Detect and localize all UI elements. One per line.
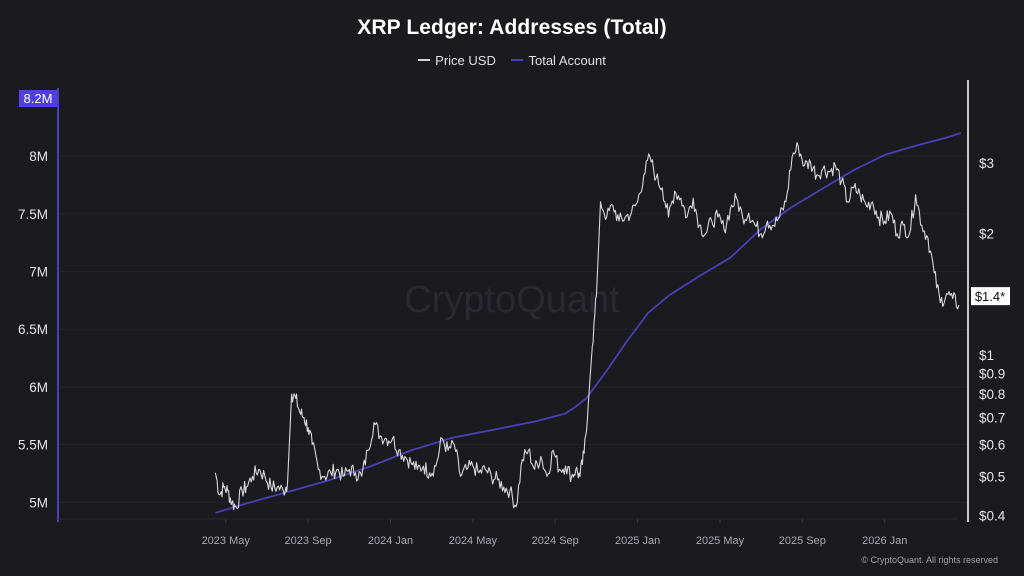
right-tick-label: $2 (979, 227, 994, 242)
right-tick-label: $0.7 (979, 410, 1005, 425)
watermark: CryptoQuant (404, 279, 620, 321)
x-tick-label: 2025 Jan (615, 535, 660, 547)
x-tick-label: 2025 May (696, 535, 745, 547)
x-axis-ticks: 2023 May 2023 Sep 2024 Jan 2024 May 2024 Sep… (202, 519, 907, 547)
left-tick-label: 7.5M (18, 207, 48, 222)
left-tick-label: 5M (29, 495, 48, 510)
copyright: © CryptoQuant. All rights reserved (861, 555, 998, 565)
x-tick-label: 2024 May (449, 535, 498, 547)
series-total-account (215, 132, 962, 514)
x-tick-label: 2024 Jan (368, 535, 413, 547)
axes (57, 80, 969, 522)
right-tick-label: $0.5 (979, 469, 1005, 484)
left-tick-label: 6.5M (18, 322, 48, 337)
legend-item-total-account[interactable]: Total Account (511, 52, 606, 68)
left-tick-label: 5.5M (18, 438, 48, 453)
legend-swatch-price (418, 59, 431, 61)
right-tick-label: $0.6 (979, 437, 1005, 452)
left-tick-label: 6M (29, 380, 48, 395)
left-tick-label: 8M (29, 149, 48, 164)
left-current-value-label: 8.2M (24, 91, 53, 106)
right-tick-label: $1 (979, 348, 994, 363)
line-total-account (215, 132, 962, 514)
right-tick-label: $0.9 (979, 366, 1005, 381)
left-axis-ticks: 5M 5.5M 6M 6.5M 7M 7.5M 8M (18, 149, 48, 510)
right-current-value-label: $1.4* (975, 289, 1005, 304)
legend-swatch-total-account (511, 59, 524, 61)
right-current-value-badge (971, 287, 1010, 306)
right-axis-ticks: $0.4 $0.5 $0.6 $0.7 $0.8 $0.9 $1 $2 $3 (979, 156, 1006, 524)
line-price-usd (214, 141, 960, 511)
x-tick-label: 2024 Sep (532, 535, 579, 547)
right-tick-label: $0.4 (979, 508, 1006, 523)
legend-item-price[interactable]: Price USD (418, 53, 496, 68)
value-badges: 8.2M $1.4* (19, 90, 1010, 306)
x-tick-label: 2025 Sep (779, 535, 826, 547)
gridlines (58, 155, 968, 503)
left-tick-label: 7M (29, 265, 48, 280)
x-tick-label: 2023 May (202, 535, 251, 547)
x-tick-label: 2023 Sep (285, 535, 332, 547)
left-current-value-badge (19, 90, 57, 107)
right-tick-label: $3 (979, 156, 994, 171)
chart-title: XRP Ledger: Addresses (Total) (357, 16, 667, 39)
series-price-usd (214, 141, 960, 511)
legend: Price USD Total Account (0, 49, 1024, 68)
legend-label-price: Price USD (435, 52, 496, 68)
legend-label-total-account: Total Account (528, 52, 606, 68)
right-tick-label: $0.8 (979, 387, 1005, 402)
x-tick-label: 2026 Jan (862, 535, 907, 547)
